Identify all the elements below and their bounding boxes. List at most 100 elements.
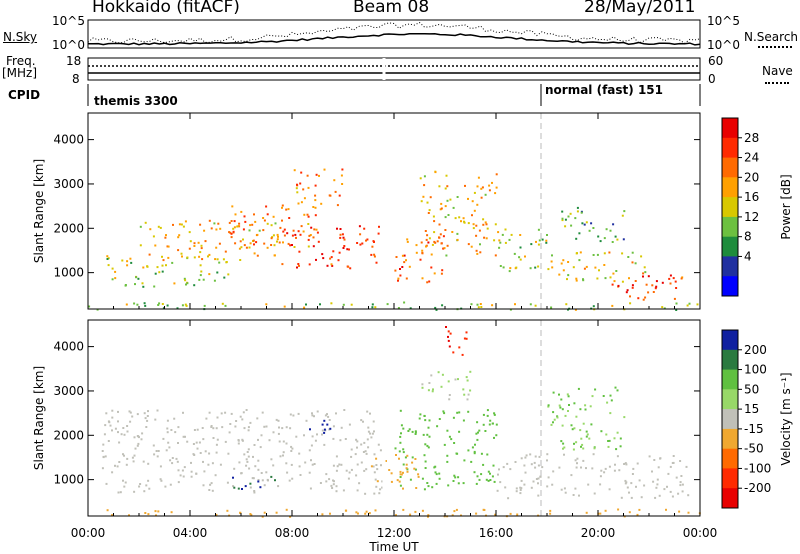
power-cell-region-9 <box>631 284 634 287</box>
power-cell-region-10 <box>574 217 577 220</box>
power-cell-region-11 <box>350 303 353 306</box>
power-cell-region-10 <box>578 232 581 235</box>
velocity-cell-region-0 <box>311 435 314 438</box>
velocity-cell-region-0 <box>286 471 289 474</box>
power-cell-region-11 <box>479 303 482 305</box>
velocity-cell-region-9 <box>374 509 377 512</box>
velocity-cell-region-8 <box>594 388 597 391</box>
power-cell-region-3 <box>315 258 317 261</box>
power-cell-region-9 <box>681 276 684 279</box>
velocity-cell-region-3 <box>495 423 498 426</box>
velocity-cell-region-7 <box>600 469 603 472</box>
power-cell-region-8 <box>550 260 553 263</box>
velocity-cell-region-0 <box>299 474 302 476</box>
velocity-cell-region-0 <box>279 455 282 458</box>
power-cell-region-4 <box>341 168 344 171</box>
power-cell-region-1 <box>200 247 203 250</box>
velocity-cell-region-7 <box>603 471 606 474</box>
velocity-cell-region-3 <box>484 430 487 432</box>
velocity-cell-region-9 <box>344 509 347 512</box>
power-cell-region-8 <box>596 277 599 280</box>
velocity-cell-region-0 <box>202 438 205 441</box>
velocity-cell-region-3 <box>438 418 441 420</box>
power-cell-region-2 <box>276 238 279 241</box>
time-tick-label: 00:00 <box>683 526 718 540</box>
velocity-cell-region-0 <box>190 475 193 478</box>
velocity-cell-region-7 <box>519 492 522 495</box>
power-cell-region-6 <box>495 186 498 189</box>
velocity-cell-region-3 <box>455 452 458 455</box>
velocity-cell-region-7 <box>628 491 630 494</box>
power-cell-region-11 <box>441 304 444 307</box>
velocity-cell-region-0 <box>224 411 227 414</box>
power-cell-region-6 <box>444 205 447 208</box>
velocity-cell-region-3 <box>482 413 485 416</box>
velocity-cell-region-7 <box>680 475 683 477</box>
power-cell-region-5 <box>401 254 404 257</box>
power-cell-region-0 <box>124 284 127 286</box>
velocity-cell-region-3 <box>402 451 405 454</box>
velocity-cell-region-0 <box>290 445 293 448</box>
velocity-cell-region-4 <box>390 480 393 483</box>
velocity-cell-region-9 <box>261 515 264 518</box>
velocity-cell-region-0 <box>186 440 189 443</box>
power-cell-region-0 <box>173 282 176 285</box>
velocity-cell-region-8 <box>580 437 583 440</box>
velocity-cell-region-0 <box>243 427 246 430</box>
velocity-cell-region-0 <box>260 434 263 437</box>
power-cell-region-4 <box>296 183 298 186</box>
power-colorbar-swatch <box>722 276 738 297</box>
velocity-cell-region-7 <box>608 465 611 468</box>
velocity-colorbar-swatch <box>722 369 738 390</box>
power-cell-region-8 <box>598 269 600 272</box>
noise-left-tick-high: 10^5 <box>52 14 85 28</box>
power-colorbar-label: Power [dB] <box>779 174 793 239</box>
velocity-cell-region-0 <box>325 480 328 483</box>
velocity-cell-region-2 <box>270 475 273 478</box>
velocity-cell-region-0 <box>309 487 312 490</box>
velocity-cell-region-2 <box>257 480 260 483</box>
power-cell-region-7 <box>498 246 501 249</box>
velocity-cell-region-7 <box>537 482 539 485</box>
power-cell-region-1 <box>272 234 275 237</box>
power-cell-region-11 <box>480 306 483 308</box>
velocity-cell-region-0 <box>245 458 248 461</box>
power-cell-region-1 <box>253 252 256 255</box>
velocity-cell-region-4 <box>402 471 404 474</box>
velocity-cell-region-8 <box>623 416 626 419</box>
velocity-cell-region-9 <box>453 510 456 513</box>
velocity-cell-region-0 <box>209 483 212 486</box>
power-cell-region-2 <box>230 220 233 222</box>
power-cell-region-2 <box>234 213 237 216</box>
power-cell-region-3 <box>330 263 333 266</box>
velocity-cell-region-0 <box>122 427 125 429</box>
power-cell-region-0 <box>130 261 133 264</box>
power-cell-region-6 <box>434 171 437 174</box>
velocity-cell-region-0 <box>133 490 136 493</box>
velocity-cell-region-0 <box>316 410 319 413</box>
power-cell-region-6 <box>458 216 461 219</box>
power-cell-region-11 <box>283 305 286 308</box>
velocity-cell-region-0 <box>310 459 312 462</box>
power-cell-region-2 <box>256 233 259 236</box>
velocity-cell-region-0 <box>310 444 313 447</box>
velocity-cell-region-0 <box>177 469 180 472</box>
power-cell-region-8 <box>612 272 615 275</box>
power-cell-region-6 <box>471 200 474 203</box>
velocity-cell-region-0 <box>183 466 186 469</box>
velocity-cell-region-7 <box>614 463 616 466</box>
power-cell-region-8 <box>613 280 616 283</box>
power-cell-region-6 <box>438 185 441 188</box>
power-cell-region-7 <box>519 258 522 261</box>
power-cell-region-8 <box>621 252 624 255</box>
power-cell-region-9 <box>651 284 654 287</box>
velocity-cell-region-8 <box>582 447 585 450</box>
power-cell-region-6 <box>439 233 442 236</box>
velocity-cell-region-9 <box>509 512 512 515</box>
power-cell-region-2 <box>293 246 296 248</box>
power-cell-region-7 <box>510 233 513 236</box>
velocity-cell-region-5 <box>428 382 431 384</box>
velocity-cell-region-7 <box>576 457 579 460</box>
power-cell-region-3 <box>378 225 380 228</box>
power-cell-region-0 <box>223 276 226 279</box>
